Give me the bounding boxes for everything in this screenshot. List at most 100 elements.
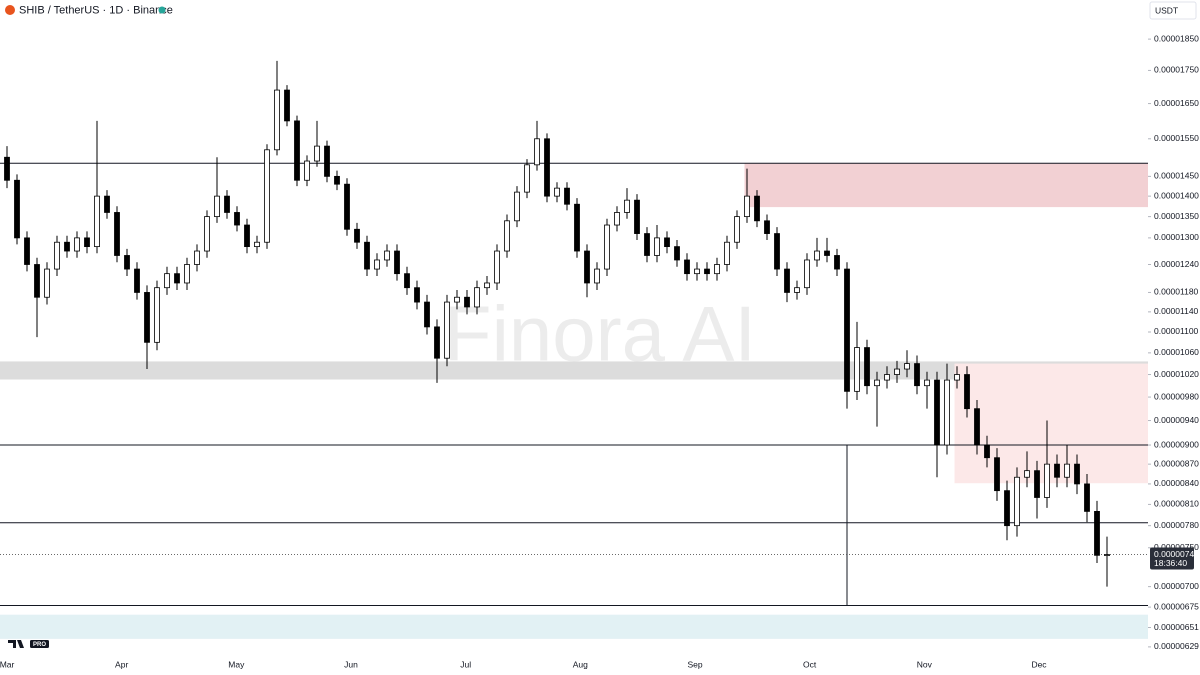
candle-body [934, 379, 940, 446]
candle-body [284, 89, 290, 122]
y-tick-label: 0.00001100 [1154, 326, 1199, 336]
candle-body [4, 156, 10, 181]
countdown: 18:36:40 [1154, 558, 1187, 568]
candle-body [344, 183, 350, 230]
zone [0, 614, 1148, 639]
y-tick-label: 0.00001350 [1154, 211, 1199, 221]
candle-body [584, 250, 590, 284]
candle-body [354, 228, 360, 243]
candle-body [434, 326, 440, 359]
candle-body [1004, 490, 1010, 527]
last-price-box [1150, 547, 1194, 570]
y-tick-label: 0.00000980 [1154, 391, 1199, 401]
candle-body [544, 138, 550, 197]
candle-body [994, 457, 1000, 492]
y-tick-label: 0.00000870 [1154, 458, 1199, 468]
candle-body [774, 233, 780, 270]
zone [0, 361, 1148, 380]
candle-body [14, 179, 20, 239]
candle-body [364, 241, 370, 270]
candle-body [844, 268, 850, 392]
candle-body [624, 199, 630, 213]
y-tick-label: 0.00001650 [1154, 98, 1199, 108]
candle-body [484, 282, 490, 289]
x-tick-label: Mar [0, 659, 14, 669]
candle-body [1104, 554, 1110, 556]
candle-body [84, 237, 90, 248]
candle-body [34, 264, 40, 298]
candle-body [1094, 511, 1100, 556]
logo-badge [30, 640, 49, 648]
candle-body [524, 164, 530, 193]
candle-body [604, 224, 610, 270]
candle-body [324, 145, 330, 177]
y-tick-label: 0.00000780 [1154, 520, 1199, 530]
logo: PRO [8, 640, 49, 648]
candle-body [784, 268, 790, 293]
x-tick-label: Jul [460, 659, 471, 669]
candle-body [404, 273, 410, 289]
candle-body [134, 268, 140, 293]
zone [744, 163, 1148, 208]
candle-body [554, 187, 560, 197]
candle-body [614, 212, 620, 226]
candle-body [724, 241, 730, 265]
candle-body [834, 255, 840, 270]
candle-body [314, 145, 320, 162]
candle-body [974, 408, 980, 446]
watermark: Finora AI [444, 290, 756, 378]
currency-box [1149, 1, 1197, 20]
candle-body [1044, 463, 1050, 498]
candle-body [984, 444, 990, 459]
candle-body [644, 233, 650, 256]
last-price-label: 0.00000741 [1154, 549, 1199, 559]
candle-body [714, 264, 720, 275]
zone [954, 363, 1148, 484]
candle-body [924, 379, 930, 387]
candle-body [94, 195, 100, 248]
candle-body [944, 379, 950, 446]
candle-body [744, 195, 750, 218]
candle-body [144, 292, 150, 343]
candle-body [1014, 476, 1020, 527]
candle-body [464, 296, 470, 308]
candle-body [964, 374, 970, 410]
candle-body [334, 175, 340, 185]
x-tick-label: Jun [344, 659, 358, 669]
candle-body [304, 160, 310, 181]
candle-body [104, 195, 110, 213]
candle-body [514, 191, 520, 222]
currency: USDT [1155, 5, 1178, 15]
candles [4, 60, 1110, 587]
candle-body [394, 250, 400, 275]
candle-body [474, 287, 480, 308]
candle-body [1034, 470, 1040, 498]
candle-body [164, 273, 170, 289]
candle-body [734, 216, 740, 243]
chart-title: SHIB / TetherUS · 1D · Binance [19, 4, 173, 16]
candle-body [184, 264, 190, 284]
symbol-icon [5, 5, 15, 15]
candle-body [854, 347, 860, 392]
candle-body [454, 296, 460, 303]
candle-body [1024, 470, 1030, 478]
candle-body [414, 287, 420, 303]
candle-body [504, 220, 510, 252]
candle-body [44, 268, 50, 298]
y-tick-label: 0.00000900 [1154, 439, 1199, 449]
candle-body [864, 347, 870, 387]
candle-body [694, 268, 700, 275]
candle-body [654, 237, 660, 256]
candle-body [64, 241, 70, 252]
x-tick-label: Apr [115, 659, 128, 669]
candle-body [374, 259, 380, 270]
candle-body [274, 89, 280, 151]
logo-text: PRO [33, 642, 46, 648]
y-tick-label: 0.00000810 [1154, 499, 1199, 509]
candle-body [54, 241, 60, 270]
y-tick-label: 0.00001450 [1154, 171, 1199, 181]
candle-body [764, 220, 770, 234]
candle-body [1054, 463, 1060, 478]
y-tick-label: 0.00001750 [1154, 65, 1199, 75]
candle-body [884, 374, 890, 381]
